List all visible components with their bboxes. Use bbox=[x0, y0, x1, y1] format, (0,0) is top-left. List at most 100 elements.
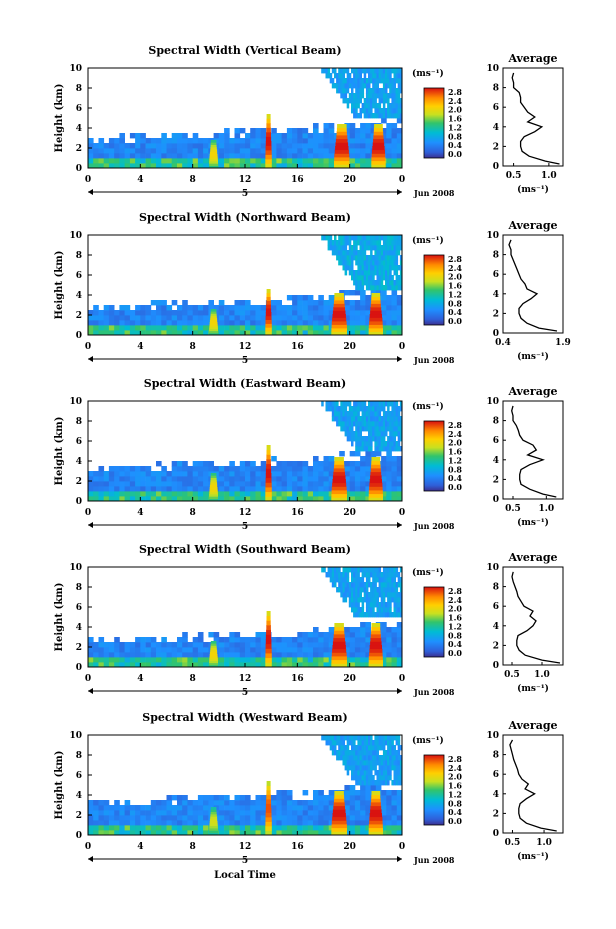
heatmap-cell bbox=[387, 577, 390, 583]
heatmap-cell bbox=[397, 735, 401, 741]
date-label: Jun 2008 bbox=[413, 355, 455, 365]
heatmap-cell bbox=[203, 325, 209, 331]
heatmap-cell bbox=[119, 476, 125, 482]
heatmap-cell bbox=[368, 68, 371, 74]
heatmap-cell bbox=[224, 153, 230, 159]
heatmap-cell bbox=[355, 416, 358, 422]
heatmap-cell bbox=[286, 795, 293, 801]
heatmap-cells bbox=[88, 68, 403, 169]
heatmap-cell bbox=[348, 235, 352, 241]
convective-cell bbox=[334, 124, 350, 169]
heatmap-cell bbox=[372, 577, 375, 583]
heatmap-cell bbox=[328, 652, 335, 658]
convective-cell-segment bbox=[334, 464, 345, 469]
heatmap-cell bbox=[346, 411, 350, 417]
heatmap-cell bbox=[166, 657, 173, 663]
heatmap-cell bbox=[93, 805, 99, 811]
heatmap-cell bbox=[286, 461, 293, 467]
heatmap-cell bbox=[374, 250, 377, 256]
heatmap-cell bbox=[276, 810, 282, 816]
heatmap-cell bbox=[93, 486, 99, 492]
heatmap-cell bbox=[336, 755, 339, 761]
heatmap-cell bbox=[119, 138, 125, 144]
heatmap-cell bbox=[119, 325, 125, 331]
heatmap-cell bbox=[396, 622, 403, 628]
heatmap-cell bbox=[353, 73, 356, 79]
heatmap-cell bbox=[357, 250, 360, 256]
convective-cell-segment bbox=[336, 135, 348, 140]
heatmap-cell bbox=[140, 138, 146, 144]
heatmap-cell bbox=[365, 426, 369, 432]
heatmap-cell bbox=[397, 103, 401, 109]
heatmap-cell bbox=[378, 98, 382, 104]
heatmap-cell bbox=[344, 68, 348, 74]
heatmap-cell bbox=[187, 805, 193, 811]
colorbar-tick-label: 1.2 bbox=[448, 122, 462, 132]
heatmap-cell bbox=[260, 830, 267, 836]
heatmap-cell bbox=[353, 750, 356, 756]
heatmap-cell bbox=[372, 411, 375, 417]
heatmap-cell bbox=[354, 451, 361, 457]
heatmap-cell bbox=[307, 642, 314, 648]
heatmap-cell bbox=[334, 68, 337, 74]
heatmap-cell bbox=[239, 148, 246, 154]
colorbar-tick-label: 1.6 bbox=[448, 114, 462, 124]
heatmap-cell bbox=[307, 810, 314, 816]
heatmap-cell bbox=[342, 597, 345, 603]
heatmap-cell bbox=[239, 476, 246, 482]
heatmap-cell bbox=[224, 320, 230, 326]
heatmap-cell bbox=[386, 305, 392, 311]
heatmap-cells bbox=[88, 735, 403, 836]
y-tick-label: 8 bbox=[76, 417, 82, 427]
heatmap-cell bbox=[313, 456, 319, 462]
convective-cell-segment bbox=[368, 831, 383, 836]
convective-cell-segment bbox=[332, 317, 347, 322]
colorbar-tick-label: 2.8 bbox=[448, 254, 462, 264]
heatmap-cell bbox=[281, 315, 288, 321]
heatmap-cell bbox=[213, 310, 220, 316]
heatmap-cell bbox=[365, 411, 369, 417]
heatmap-cell bbox=[363, 108, 367, 114]
heatmap-cell bbox=[156, 647, 162, 653]
heatmap-cell bbox=[229, 642, 235, 648]
heatmap-cell bbox=[192, 466, 199, 472]
heatmap-cell bbox=[135, 315, 141, 321]
heatmap-cell bbox=[103, 491, 110, 497]
heatmap-cell bbox=[323, 68, 326, 74]
average-y-tick-label: 2 bbox=[493, 809, 499, 819]
heatmap-cell bbox=[359, 745, 362, 751]
heatmap-cell bbox=[239, 163, 246, 169]
heatmap-cell bbox=[114, 491, 120, 497]
heatmap-cell bbox=[156, 486, 162, 492]
heatmap-cell bbox=[245, 466, 251, 472]
heatmap-cell bbox=[124, 486, 131, 492]
heatmap-cell bbox=[297, 133, 303, 139]
heatmap-cell bbox=[396, 790, 403, 796]
heatmap-cell bbox=[88, 148, 94, 154]
heatmap-cell bbox=[229, 637, 235, 643]
heatmap-cell bbox=[161, 481, 167, 487]
day-bar-right-arrow bbox=[397, 356, 402, 362]
heatmap-cell bbox=[355, 285, 358, 291]
heatmap-cell bbox=[271, 830, 277, 836]
heatmap-cell bbox=[292, 320, 298, 326]
heatmap-cell bbox=[359, 406, 362, 412]
heatmap-cell bbox=[276, 143, 282, 149]
heatmap-cell bbox=[397, 750, 401, 756]
heatmap-cell bbox=[381, 128, 387, 134]
heatmap-cell bbox=[355, 406, 358, 412]
heatmap-cell bbox=[374, 760, 377, 766]
heatmap-cell bbox=[318, 486, 324, 492]
heatmap-cell bbox=[325, 235, 328, 241]
heatmap-cell bbox=[203, 471, 209, 477]
heatmap-cell bbox=[218, 662, 225, 668]
heatmap-cell bbox=[161, 330, 167, 336]
heatmap-cell bbox=[140, 647, 146, 653]
heatmap-cell bbox=[313, 476, 319, 482]
heatmap-cell bbox=[119, 647, 125, 653]
convective-cell-segment bbox=[265, 639, 272, 645]
heatmap-cell bbox=[342, 78, 345, 84]
heatmap-cell bbox=[234, 795, 241, 801]
heatmap-cell bbox=[334, 577, 337, 583]
heatmap-cell bbox=[378, 441, 382, 447]
